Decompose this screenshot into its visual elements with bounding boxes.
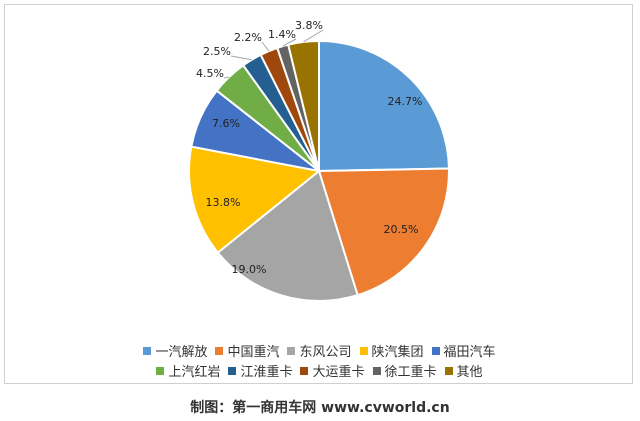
legend-label: 福田汽车 bbox=[443, 345, 496, 360]
pie-slice-陕汽集团 bbox=[188, 145, 322, 255]
legend-label: 东风公司 bbox=[299, 345, 352, 360]
pie-slice-一汽解放 bbox=[318, 39, 450, 173]
leader-line-上汽红岩 bbox=[223, 76, 230, 79]
leader-line-其他 bbox=[303, 29, 324, 43]
legend-item-上汽红岩: 上汽红岩 bbox=[156, 361, 220, 380]
legend-swatch bbox=[359, 346, 368, 355]
legend-item-徐工重卡: 徐工重卡 bbox=[372, 361, 437, 380]
legend-swatch bbox=[215, 346, 224, 355]
legend-label: 上汽红岩 bbox=[168, 365, 221, 380]
chart-frame: 24.7% 20.5% 19.0% 13.8% 7.6% 4.5% 2.5% 2.2% 1.4%… bbox=[4, 4, 633, 384]
legend-swatch bbox=[287, 346, 296, 355]
legend-item-江淮重卡: 江淮重卡 bbox=[228, 361, 292, 380]
legend-item-大运重卡: 大运重卡 bbox=[300, 361, 365, 380]
pie-chart: 24.7% 20.5% 19.0% 13.8% 7.6% 4.5% 2.5%2.2% 1.4%… bbox=[188, 19, 450, 302]
data-label-江淮重卡: 2.5% bbox=[203, 45, 231, 58]
legend-label: 徐工重卡 bbox=[384, 365, 437, 380]
data-label-中国重汽: 20.5% bbox=[384, 223, 419, 236]
data-label-大运重卡: 2.2% bbox=[234, 31, 262, 44]
leader-line-大运重卡 bbox=[261, 41, 270, 52]
leader-line-徐工重卡 bbox=[282, 38, 297, 47]
pie-slice-其他 bbox=[287, 39, 320, 172]
legend-swatch bbox=[156, 366, 165, 375]
legend-label: 陕汽集团 bbox=[371, 345, 424, 360]
legend-item-东风公司: 东风公司 bbox=[287, 341, 352, 360]
data-label-一汽解放: 24.7% bbox=[388, 95, 423, 108]
legend-swatch bbox=[300, 366, 309, 375]
legend-row-1: 一汽解放 中国重汽 东风公司 陕汽集团 福田汽车 bbox=[5, 341, 634, 360]
legend-label: 中国重汽 bbox=[227, 345, 280, 360]
data-label-徐工重卡: 1.4% bbox=[268, 28, 296, 41]
legend-item-中国重汽: 中国重汽 bbox=[215, 341, 279, 360]
legend-item-陕汽集团: 陕汽集团 bbox=[359, 341, 424, 360]
data-label-福田汽车: 7.6% bbox=[212, 117, 240, 130]
legend-label: 其他 bbox=[456, 365, 483, 380]
pie-slice-中国重汽 bbox=[317, 167, 450, 297]
data-label-上汽红岩: 4.5% bbox=[196, 67, 224, 80]
legend-item-其他: 其他 bbox=[444, 361, 483, 380]
legend-swatch bbox=[372, 366, 381, 375]
legend-label: 一汽解放 bbox=[155, 345, 208, 360]
legend-swatch bbox=[444, 366, 453, 375]
legend-swatch bbox=[431, 346, 440, 355]
chart-caption: 制图：第一商用车网 www.cvworld.cn bbox=[190, 400, 450, 416]
legend-swatch bbox=[228, 366, 237, 375]
pie-slice-东风公司 bbox=[216, 169, 359, 302]
legend-item-一汽解放: 一汽解放 bbox=[143, 341, 207, 360]
leader-line-江淮重卡 bbox=[230, 55, 252, 61]
data-label-其他: 3.8% bbox=[295, 19, 323, 32]
data-label-东风公司: 19.0% bbox=[232, 263, 267, 276]
data-label-陕汽集团: 13.8% bbox=[206, 196, 241, 209]
legend-label: 大运重卡 bbox=[312, 365, 365, 380]
legend-label: 江淮重卡 bbox=[240, 365, 293, 380]
legend-swatch bbox=[143, 346, 152, 355]
legend-row-2: 上汽红岩 江淮重卡 大运重卡 徐工重卡 其他 bbox=[5, 361, 634, 380]
legend-item-福田汽车: 福田汽车 bbox=[431, 341, 496, 360]
